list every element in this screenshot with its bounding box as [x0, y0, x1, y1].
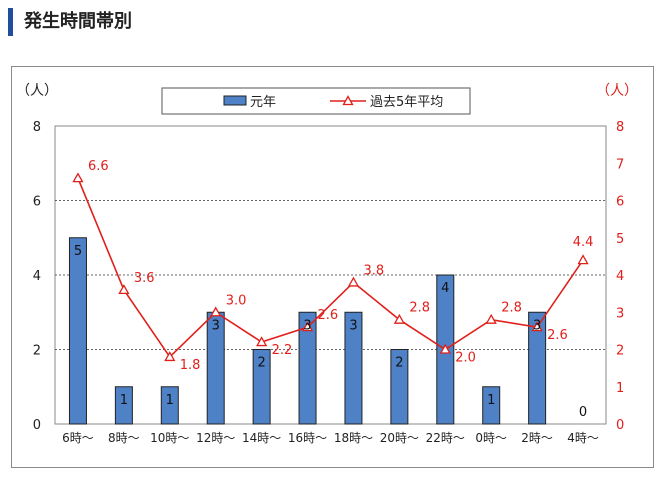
legend-line-marker [342, 95, 354, 106]
bar-data-label: 3 [533, 318, 541, 333]
right-axis-tick-label: 6 [616, 195, 624, 210]
bar-data-label: 4 [441, 281, 449, 296]
line-marker [531, 321, 543, 332]
line-data-label: 2.6 [318, 308, 339, 323]
bar-data-label: 2 [257, 356, 265, 371]
legend-box [161, 87, 471, 115]
bar [344, 311, 363, 425]
bar-data-label: 1 [120, 393, 128, 408]
category-label: 6時～ [62, 431, 94, 445]
bar [298, 311, 317, 425]
right-axis-tick-label: 4 [616, 269, 624, 284]
left-axis-tick-label: 8 [33, 120, 41, 135]
line-marker [256, 336, 268, 347]
line-data-label: 2.0 [455, 351, 476, 366]
right-axis-tick-label: 8 [616, 120, 624, 135]
bar-data-label: 3 [212, 318, 220, 333]
chart-frame [11, 66, 654, 468]
legend-bar-swatch [223, 95, 247, 106]
category-label: 8時～ [108, 431, 140, 445]
left-axis-tick-label: 2 [33, 344, 41, 359]
category-label: 2時～ [521, 431, 553, 445]
line-marker [439, 343, 451, 354]
bar-data-label: 0 [579, 405, 587, 420]
line-data-label: 1.8 [180, 358, 201, 373]
bar [252, 349, 271, 425]
line-data-label: 3.6 [134, 271, 155, 286]
category-label: 22時～ [426, 431, 465, 445]
left-axis-unit: （人） [16, 83, 58, 99]
bar [114, 386, 133, 425]
bar [160, 386, 179, 425]
category-label: 4時～ [567, 431, 599, 445]
bar [390, 349, 409, 425]
left-axis-tick-label: 4 [33, 269, 41, 284]
line-marker [347, 276, 360, 287]
category-label: 10時～ [150, 431, 189, 445]
page-title: 発生時間帯別 [24, 11, 132, 32]
line-data-label: 2.8 [501, 301, 522, 316]
line-marker [164, 351, 176, 362]
bar [68, 237, 87, 425]
line-data-label: 2.6 [547, 328, 568, 343]
bar [482, 386, 501, 425]
bar-data-label: 2 [395, 356, 403, 371]
category-label: 16時～ [288, 431, 327, 445]
left-axis-tick-label: 0 [33, 418, 41, 433]
line-marker [393, 313, 405, 324]
bar-data-label: 5 [74, 244, 82, 259]
right-axis-tick-label: 7 [616, 157, 624, 172]
category-label: 12時～ [196, 431, 235, 445]
line-marker [577, 254, 589, 265]
right-axis-tick-label: 3 [616, 306, 624, 321]
header-accent-bar [8, 8, 13, 36]
bar-data-label: 3 [303, 318, 311, 333]
line-data-label: 4.4 [573, 235, 594, 250]
right-axis-tick-label: 5 [616, 232, 624, 247]
category-label: 14時～ [242, 431, 281, 445]
line-data-label: 2.8 [409, 301, 430, 316]
bar-data-label: 1 [487, 393, 495, 408]
bar-data-label: 3 [349, 318, 357, 333]
right-axis-unit: （人） [596, 83, 638, 99]
right-axis-tick-label: 0 [616, 418, 624, 433]
line-marker [485, 313, 497, 324]
series-line [77, 177, 584, 359]
line-data-label: 6.6 [88, 159, 109, 174]
right-axis-tick-label: 2 [616, 344, 624, 359]
page-header: 発生時間帯別 [0, 0, 662, 44]
left-axis-tick-label: 6 [33, 195, 41, 210]
category-label: 18時～ [334, 431, 373, 445]
line-marker [210, 306, 222, 317]
line-marker [118, 284, 130, 295]
right-axis-tick-label: 1 [616, 381, 624, 396]
line-marker [301, 321, 314, 332]
category-label: 20時～ [380, 431, 419, 445]
bar [528, 311, 547, 425]
line-data-label: 2.2 [272, 343, 293, 358]
bar-data-label: 1 [166, 393, 174, 408]
legend-bar-label: 元年 [250, 95, 276, 110]
category-label: 0時～ [475, 431, 507, 445]
line-data-label: 3.8 [363, 263, 384, 278]
legend-line-label: 過去5年平均 [370, 95, 443, 110]
line-marker [72, 172, 84, 183]
line-data-label: 3.0 [226, 293, 247, 308]
